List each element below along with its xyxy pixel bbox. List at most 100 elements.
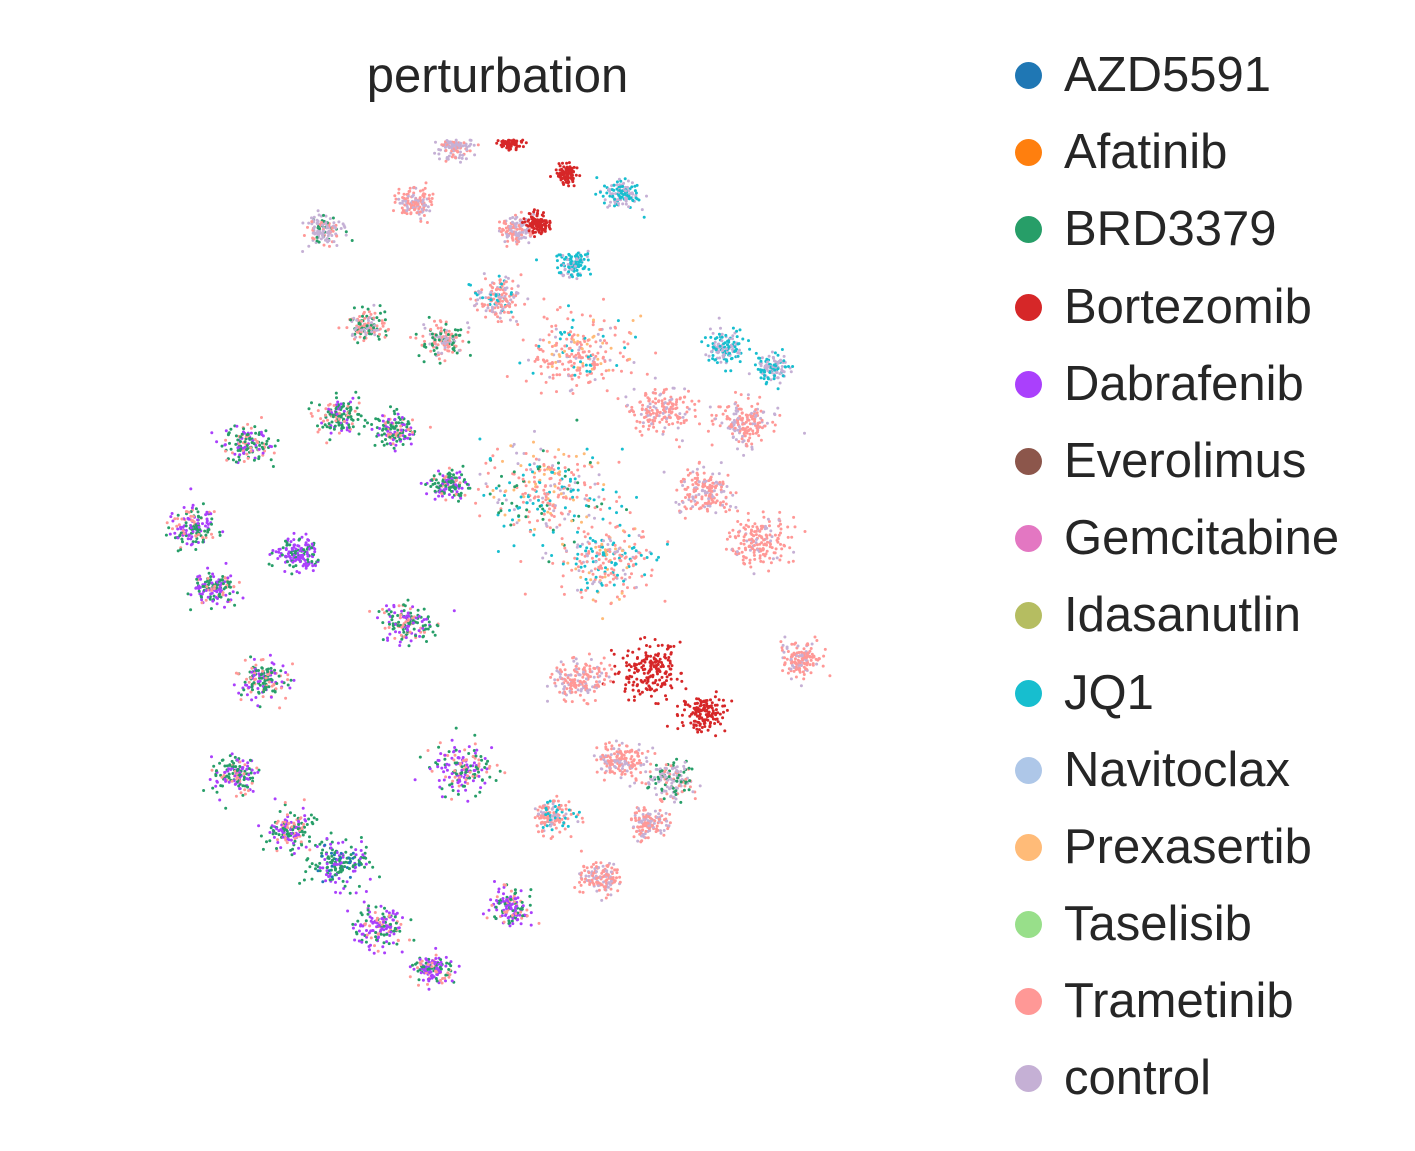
point — [249, 655, 253, 659]
point — [382, 321, 386, 325]
point — [745, 415, 749, 419]
point — [208, 597, 212, 601]
point — [550, 352, 554, 356]
point — [354, 865, 358, 869]
point — [495, 908, 499, 912]
point — [383, 318, 387, 322]
point — [437, 759, 441, 762]
point — [733, 402, 737, 406]
point — [544, 551, 548, 555]
point — [214, 784, 218, 788]
point — [553, 484, 557, 488]
point — [645, 411, 649, 415]
point — [580, 552, 584, 556]
point — [438, 319, 442, 323]
point — [336, 841, 340, 845]
point — [742, 432, 746, 435]
point — [707, 489, 711, 493]
point — [493, 880, 496, 883]
point — [686, 473, 690, 477]
point — [669, 645, 673, 649]
point — [368, 609, 372, 613]
point — [519, 889, 523, 893]
point — [209, 607, 213, 611]
point — [389, 423, 393, 427]
point — [440, 351, 444, 355]
point — [633, 556, 637, 560]
point — [328, 438, 332, 442]
point — [633, 413, 637, 417]
point — [515, 319, 518, 323]
point — [237, 784, 241, 788]
point — [584, 363, 588, 367]
point — [555, 525, 559, 529]
point — [605, 583, 609, 587]
point — [674, 413, 678, 417]
point — [275, 847, 278, 850]
point — [792, 550, 796, 554]
point — [264, 429, 268, 433]
point — [177, 523, 181, 527]
point — [579, 258, 583, 262]
point — [376, 949, 380, 953]
point — [601, 551, 605, 555]
point — [457, 484, 461, 488]
point — [741, 416, 744, 420]
point — [196, 522, 200, 525]
point — [206, 522, 210, 526]
point — [691, 483, 695, 487]
point — [585, 581, 589, 585]
point — [602, 483, 606, 487]
point — [511, 922, 515, 926]
point — [567, 304, 570, 308]
point — [773, 413, 777, 417]
point — [247, 773, 251, 777]
point — [411, 430, 414, 434]
point — [179, 548, 183, 552]
point — [478, 790, 482, 794]
point — [533, 495, 537, 499]
point — [626, 649, 630, 653]
point — [387, 327, 390, 331]
point — [329, 831, 333, 835]
point — [426, 615, 430, 619]
point — [750, 445, 754, 449]
point — [456, 792, 460, 796]
point — [439, 752, 443, 756]
point — [629, 559, 633, 563]
point — [626, 654, 629, 658]
point — [391, 614, 395, 618]
point — [563, 506, 567, 510]
point — [744, 420, 748, 424]
point — [644, 407, 648, 411]
point — [466, 774, 469, 778]
point — [724, 409, 727, 413]
point — [599, 328, 603, 331]
point — [581, 570, 585, 573]
point — [614, 490, 618, 494]
point — [444, 979, 447, 983]
point — [753, 530, 757, 534]
point — [235, 591, 239, 595]
point — [359, 836, 363, 839]
point — [515, 484, 519, 488]
point — [369, 936, 373, 940]
point — [447, 493, 451, 497]
point — [792, 515, 796, 519]
point — [496, 501, 500, 505]
point — [646, 405, 650, 409]
point — [543, 492, 547, 496]
point — [638, 420, 642, 424]
point — [253, 678, 257, 682]
point — [753, 522, 757, 526]
point — [354, 390, 358, 394]
point — [505, 895, 509, 899]
point — [325, 441, 329, 445]
point — [483, 766, 487, 769]
point — [521, 904, 525, 908]
point — [678, 397, 682, 401]
point — [358, 335, 362, 339]
point — [670, 410, 674, 414]
point — [175, 524, 179, 528]
point — [206, 576, 210, 580]
